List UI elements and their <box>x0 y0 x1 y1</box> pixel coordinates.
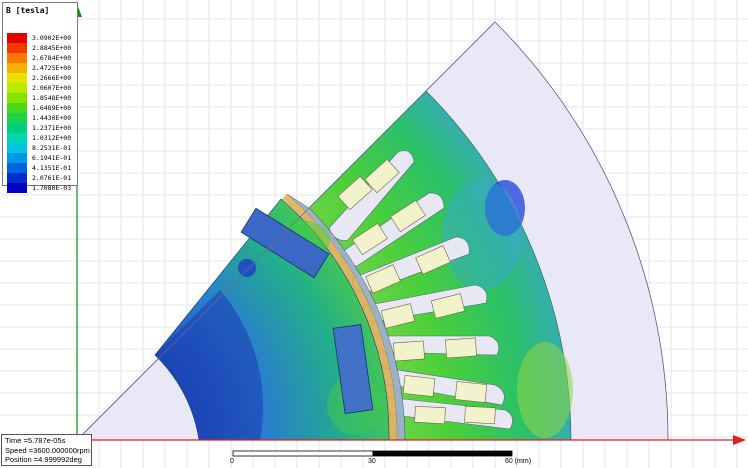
scale-label-30: 30 <box>368 458 376 465</box>
legend-swatch <box>7 63 27 73</box>
scale-bar <box>232 450 513 457</box>
legend-value-label: 1.4430E+00 <box>32 114 72 122</box>
legend-value-label: 2.0607E+00 <box>32 84 72 92</box>
legend-swatch <box>7 43 27 53</box>
magnet-corner-flux <box>238 259 256 277</box>
legend-swatch <box>7 103 27 113</box>
legend-value-label: 2.6784E+00 <box>32 54 72 62</box>
legend-value-label: 2.4725E+00 <box>32 64 72 72</box>
simulation-info-panel: Time =5.787e-05s Speed =3600.000000rpm P… <box>1 434 92 466</box>
legend-swatch <box>7 53 27 63</box>
legend-title: B [tesla] <box>6 6 50 15</box>
legend-swatch <box>7 153 27 163</box>
legend-swatch <box>7 183 27 193</box>
scale-label-0: 0 <box>230 458 234 465</box>
permanent-magnet[interactable] <box>332 324 374 414</box>
legend-swatch <box>7 123 27 133</box>
stator-yoke-outer <box>517 342 573 438</box>
legend-value-label: 2.2666E+00 <box>32 74 72 82</box>
info-position: Position =4.999992deg <box>5 455 82 464</box>
legend-swatch <box>7 173 27 183</box>
legend-swatch <box>7 33 27 43</box>
legend-value-label: 6.1941E-01 <box>32 154 72 162</box>
legend-value-label: 1.8548E+00 <box>32 94 72 102</box>
legend-value-label: 3.0902E+00 <box>32 34 72 42</box>
legend-value-label: 1.0312E+00 <box>32 134 72 142</box>
stator-yoke-lowfield <box>442 180 522 290</box>
legend-swatch <box>7 93 27 103</box>
stator-yoke-hotspot <box>485 180 525 236</box>
legend-value-label: 1.6489E+00 <box>32 104 72 112</box>
stator-windings <box>337 158 496 425</box>
permanent-magnet[interactable] <box>240 207 330 279</box>
legend-value-label: 2.0761E-01 <box>32 174 72 182</box>
scale-label-60: 60 (mm) <box>505 458 532 465</box>
legend-swatch <box>7 163 27 173</box>
info-time: Time =5.787e-05s <box>5 436 66 445</box>
legend-swatch <box>7 113 27 123</box>
legend-swatch <box>7 133 27 143</box>
rotor-inner-lowfield <box>155 290 264 440</box>
rotor-sleeve <box>282 194 398 440</box>
legend-value-label: 1.2371E+00 <box>32 124 72 132</box>
legend-value-label: 8.2531E-01 <box>32 144 72 152</box>
x-axis-arrow <box>733 435 746 445</box>
info-speed: Speed =3600.000000rpm <box>5 445 90 455</box>
field-legend[interactable]: B [tesla] 3.0902E+00 2.8845E+00 2.6784E+00… <box>2 2 78 193</box>
legend-value-label: 1.7080E-03 <box>32 184 72 192</box>
legend-swatch <box>7 143 27 153</box>
legend-swatch <box>7 83 27 93</box>
legend-swatch <box>7 73 27 83</box>
legend-value-label: 2.8845E+00 <box>32 44 72 52</box>
legend-value-label: 4.1351E-01 <box>32 164 72 172</box>
